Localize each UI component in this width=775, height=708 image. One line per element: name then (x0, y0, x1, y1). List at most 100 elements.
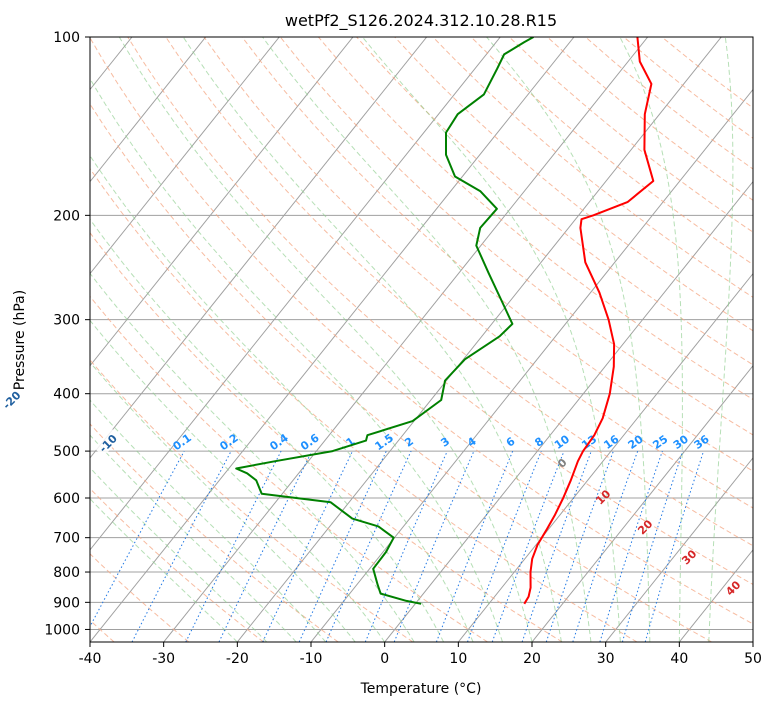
mixing-ratio-line (621, 450, 684, 642)
moist-adiabat-line (90, 154, 474, 642)
x-axis: -40 -30 -20 -10 0 10 20 30 40 50 (79, 642, 762, 667)
mixing-ratio-label: 2 (402, 435, 416, 450)
x-tick-label: 0 (380, 651, 389, 667)
y-tick-label: 400 (53, 387, 80, 403)
mixing-ratio-label: 0.6 (298, 431, 322, 453)
mixing-ratio-line (298, 450, 387, 642)
moist-adiabat-line (90, 467, 268, 642)
isotherm-line (457, 272, 753, 642)
dry-adiabat-line (90, 553, 190, 642)
dry-adiabat-line (508, 37, 753, 233)
plot-frame (89, 36, 754, 643)
dry-adiabat-line (356, 37, 753, 366)
dry-adiabat-line (547, 37, 753, 201)
moist-adiabat-line (90, 218, 445, 642)
profiles (235, 37, 655, 605)
dry-adiabat-line (279, 37, 753, 436)
mixing-ratio-label: 6 (504, 435, 518, 450)
moist-adiabat-label: 20 (635, 517, 655, 537)
dry-adiabat-line (90, 37, 753, 625)
moist-adiabat-line (118, 37, 533, 642)
moist-adiabat-line (262, 37, 592, 642)
y-tick-label: 600 (53, 491, 80, 507)
isotherm-line (236, 37, 722, 642)
isotherm-line (384, 180, 753, 642)
isotherm-line (310, 88, 753, 642)
moist-adiabat-label: 30 (679, 547, 699, 567)
isotherm-line (90, 37, 354, 367)
x-tick-label: 40 (670, 651, 688, 667)
y-tick-label: 1000 (44, 622, 80, 638)
mixing-ratio-label: 0.2 (217, 431, 240, 453)
y-axis: 100 200 300 400 500 600 700 800 900 1000 (44, 30, 90, 638)
mixing-ratio-line (491, 450, 565, 642)
mixing-ratio-line (545, 450, 614, 642)
moist-adiabat-line (619, 37, 683, 642)
background-grid (0, 37, 753, 642)
mixing-ratio-line (185, 450, 282, 642)
x-tick-label: -20 (226, 651, 249, 667)
x-tick-label: 20 (523, 651, 541, 667)
y-axis-label: Pressure (hPa) (12, 290, 28, 390)
mixing-ratio-label: 0.4 (267, 431, 291, 453)
dry-adiabat-line (394, 37, 753, 332)
y-tick-label: 900 (53, 595, 80, 611)
mixing-ratio-line (599, 450, 663, 642)
isotherm-line (752, 641, 753, 642)
mixing-ratio-line (521, 450, 592, 642)
y-tick-label: 800 (53, 565, 80, 581)
moist-adiabat-label: 40 (723, 578, 743, 598)
y-tick-label: 200 (53, 208, 80, 224)
dry-adiabat-line (241, 37, 753, 472)
mixing-ratio-line (393, 450, 475, 642)
x-tick-label: 50 (744, 651, 762, 667)
mixing-ratio-label: 3 (438, 435, 452, 450)
x-tick-label: -30 (152, 651, 175, 667)
moist-adiabat-line (90, 272, 415, 642)
moist-adiabat-line (486, 37, 651, 642)
dry-adiabat-line (165, 37, 753, 547)
temperature-profile-line (523, 37, 655, 605)
y-tick-label: 500 (53, 444, 80, 460)
x-tick-label: -40 (79, 651, 102, 667)
dry-adiabat-line (90, 359, 414, 642)
mixing-ratio-labels: 0.1 0.2 0.4 0.6 1 1.5 2 3 4 6 8 10 13 16 20 25 30 36 (170, 431, 711, 453)
y-tick-label: 700 (53, 531, 80, 547)
mixing-ratio-line (262, 450, 353, 642)
moist-adiabat-line (90, 361, 356, 642)
isotherm-line (90, 37, 428, 459)
isotherm-line (90, 37, 280, 275)
mixing-ratio-line (435, 450, 514, 642)
y-tick-label: 100 (53, 30, 80, 46)
y-tick-label: 300 (53, 313, 80, 329)
mixing-ratio-label: 30 (671, 432, 691, 452)
mixing-ratio-label: 16 (601, 432, 621, 452)
moist-adiabat-line (708, 37, 734, 642)
mixing-ratio-label: 25 (650, 433, 670, 452)
moist-adiabat-line (90, 319, 386, 642)
x-tick-label: -10 (300, 651, 323, 667)
mixing-ratio-line (325, 450, 412, 642)
chart-title: wetPf2_S126.2024.312.10.28.R15 (285, 11, 557, 31)
mixing-ratio-line (572, 450, 639, 642)
mixing-ratio-line (90, 450, 185, 628)
isotherm-line (90, 37, 207, 183)
moist-adiabat-line (90, 399, 327, 642)
isotherm-line (605, 457, 753, 642)
moist-adiabat-line (90, 77, 503, 642)
mixing-ratio-label: 1.5 (373, 431, 396, 453)
mixing-ratio-line (364, 450, 448, 642)
dry-adiabat-line (90, 167, 638, 642)
dry-adiabat-line (90, 487, 264, 642)
isotherm-line (0, 37, 58, 642)
dewpoint-profile-line (235, 37, 534, 605)
mixing-ratio-label: 10 (552, 432, 572, 452)
dry-adiabat-line (470, 37, 753, 266)
isotherm-line (90, 37, 575, 642)
mixing-ratio-line (218, 450, 313, 642)
dry-adiabat-label-bg (93, 429, 122, 457)
isotherm-line (531, 364, 753, 642)
x-axis-label: Temperature (°C) (360, 681, 482, 697)
dry-adiabat-label-bg (0, 385, 25, 414)
